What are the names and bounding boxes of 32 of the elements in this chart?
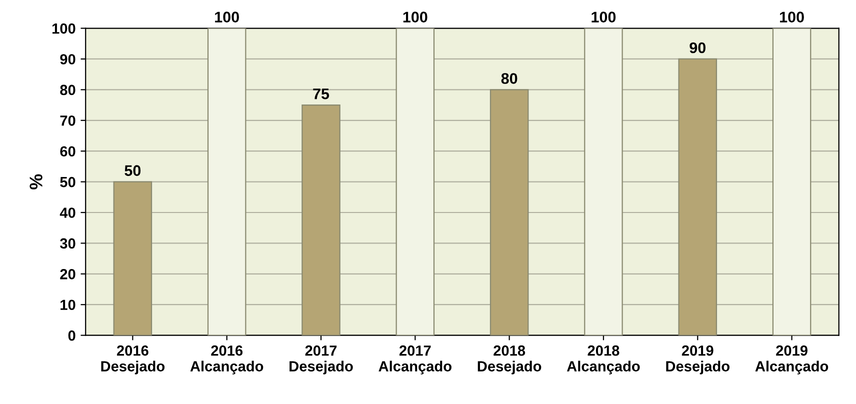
data-label: 100 [215, 12, 239, 22]
y-tick-label: 60 [60, 146, 76, 157]
bar [302, 104, 340, 336]
y-tick-label: 30 [60, 238, 76, 249]
data-label: 100 [403, 12, 428, 22]
x-tick-label: 2017 Alcançado [378, 345, 452, 374]
data-label: 75 [313, 88, 330, 100]
bar [678, 58, 718, 336]
data-label: 90 [690, 42, 706, 54]
data-label: 100 [592, 12, 616, 22]
y-tick-label: 80 [60, 84, 76, 96]
bar [490, 89, 529, 336]
y-tick-label: 20 [60, 269, 76, 280]
y-tick-label: 100 [52, 23, 76, 34]
x-tick-label: 2016 Desejado [101, 345, 165, 374]
data-label: 100 [780, 12, 804, 22]
x-tick-label: 2019 Desejado [666, 345, 730, 374]
y-tick-label: 70 [60, 115, 76, 126]
y-tick-label: 90 [60, 54, 76, 64]
x-tick-label: 2016 Alcançado [190, 345, 264, 374]
x-tick-label: 2018 Desejado [478, 345, 542, 374]
y-tick-label: 40 [60, 208, 76, 218]
data-label: 80 [501, 73, 518, 84]
y-tick-label: 10 [60, 300, 76, 310]
y-axis-title: % [30, 174, 42, 190]
x-tick-label: 2017 Desejado [290, 345, 353, 374]
bar [113, 181, 152, 336]
y-tick-label: 0 [68, 330, 76, 341]
x-tick-label: 2018 Alcançado [566, 345, 640, 374]
data-label: 50 [124, 165, 141, 176]
y-tick-label: 50 [60, 176, 76, 188]
x-tick-label: 2019 Alcançado [755, 345, 828, 374]
